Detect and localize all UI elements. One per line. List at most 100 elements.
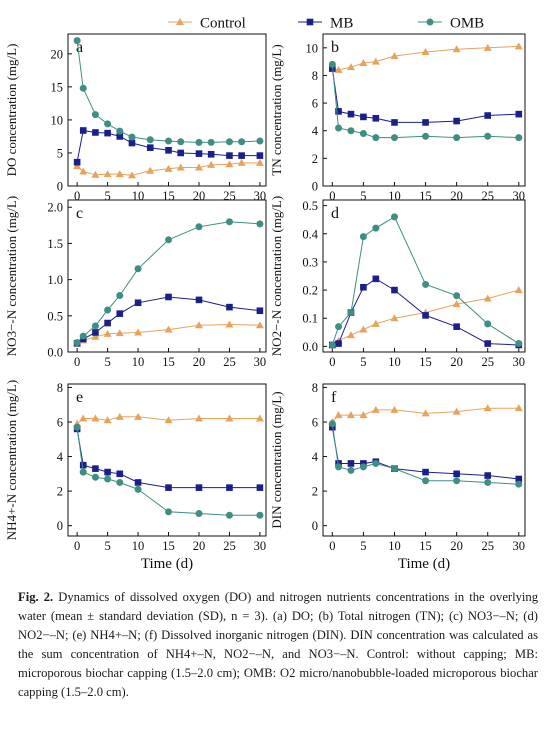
caption-label: Fig. 2.	[18, 590, 54, 604]
y-tick-label: 4	[312, 450, 319, 464]
data-point	[165, 147, 172, 154]
data-point	[225, 138, 233, 146]
legend-label-mb: MB	[330, 16, 353, 32]
data-point	[115, 170, 124, 178]
data-point	[390, 465, 398, 473]
data-point	[422, 280, 430, 288]
data-point	[453, 470, 460, 478]
data-point	[134, 265, 142, 273]
series-omb	[73, 423, 264, 519]
panel-letter: c	[76, 205, 83, 222]
data-point	[115, 329, 124, 337]
data-point	[195, 510, 203, 518]
data-point	[422, 468, 429, 476]
panel-a: 0 5 10 15 20 0 5 10 15 20 25 30 DO concentration (mg…	[4, 33, 267, 203]
data-point	[116, 478, 124, 486]
y-tick-label: 0.0	[47, 346, 63, 360]
panel-frame	[67, 383, 267, 537]
data-point	[104, 120, 112, 128]
data-point	[134, 479, 142, 486]
series-line	[331, 216, 520, 346]
data-point	[91, 414, 100, 422]
panel-c: 0.0 0.5 1.0 1.5 2.0 0 5 10 15 20 25 30 NO3−-N concen…	[4, 196, 267, 369]
data-point	[484, 320, 492, 328]
x-tick-label: 10	[132, 539, 145, 553]
data-point	[73, 423, 81, 431]
panel-frame	[67, 33, 267, 187]
data-point	[372, 114, 380, 122]
data-point	[483, 404, 492, 412]
y-tick-label: 2	[57, 485, 63, 499]
data-point	[92, 129, 99, 136]
panel-frame	[322, 383, 526, 537]
data-point	[116, 127, 124, 135]
x-tick-label: 15	[162, 355, 175, 369]
x-tick-label: 10	[132, 355, 145, 369]
data-point	[335, 340, 342, 347]
panel-d: 0.0 0.1 0.2 0.3 0.4 0.5 0 5 10 15 20 25 30 NO2−-N con…	[269, 196, 526, 369]
data-point	[165, 236, 173, 244]
x-tick-label: 20	[193, 539, 206, 553]
series-line	[331, 423, 519, 485]
y-tick-label: 6	[312, 416, 318, 430]
data-point	[359, 233, 367, 241]
data-point	[514, 42, 523, 50]
data-point	[79, 127, 87, 134]
caption-text: Dynamics of dissolved oxygen (DO) and ni…	[18, 590, 538, 699]
data-point	[515, 110, 523, 118]
data-point	[165, 137, 173, 145]
data-point	[335, 323, 343, 331]
data-point	[104, 319, 111, 327]
data-point	[390, 213, 398, 221]
panel-letter: d	[331, 205, 339, 222]
data-point	[116, 310, 124, 317]
series-mb	[329, 65, 523, 126]
data-point	[164, 325, 173, 333]
x-tick-label: 0	[329, 355, 335, 369]
series-mb	[329, 423, 523, 483]
data-point	[195, 138, 203, 146]
data-point	[104, 306, 112, 314]
data-point	[372, 224, 380, 232]
series-omb	[328, 213, 523, 349]
panel-frame	[322, 199, 526, 353]
data-point	[453, 323, 460, 330]
data-point	[371, 405, 380, 413]
series-control	[328, 404, 523, 425]
y-tick-label: 2	[312, 152, 318, 166]
data-point	[422, 477, 430, 485]
series-line	[332, 278, 519, 346]
data-point	[73, 37, 81, 45]
x-tick-label: 20	[193, 189, 206, 203]
data-point	[207, 138, 215, 146]
data-point	[104, 468, 111, 476]
data-point	[237, 158, 246, 166]
data-point	[453, 117, 460, 125]
series-line	[332, 45, 519, 71]
series-mb	[73, 127, 264, 166]
y-tick-label: 0	[57, 180, 63, 194]
x-tick-label: 25	[223, 189, 236, 203]
data-point	[115, 412, 124, 420]
data-point	[73, 162, 82, 170]
panel-e: 0 2 4 6 8 0 5 10 15 20 25 30 Time (d) NH4+-N concentr…	[4, 380, 267, 572]
data-point	[514, 286, 523, 294]
data-point	[452, 45, 461, 53]
data-point	[207, 160, 216, 168]
x-tick-label: 10	[388, 539, 401, 553]
data-point	[391, 286, 398, 294]
data-point	[484, 340, 492, 347]
series-line	[76, 296, 260, 344]
series-control	[73, 320, 264, 347]
legend-label-omb: OMB	[450, 16, 484, 32]
x-tick-label: 20	[193, 355, 206, 369]
data-point	[225, 320, 234, 328]
data-point	[79, 468, 87, 476]
data-point	[453, 477, 461, 485]
data-point	[453, 134, 461, 142]
data-point	[256, 307, 264, 315]
data-point	[103, 329, 112, 337]
y-axis-label: NO3−-N concentration (mg/L)	[4, 196, 19, 356]
y-tick-label: 8	[312, 381, 318, 395]
legend-marker-omb	[426, 18, 434, 26]
